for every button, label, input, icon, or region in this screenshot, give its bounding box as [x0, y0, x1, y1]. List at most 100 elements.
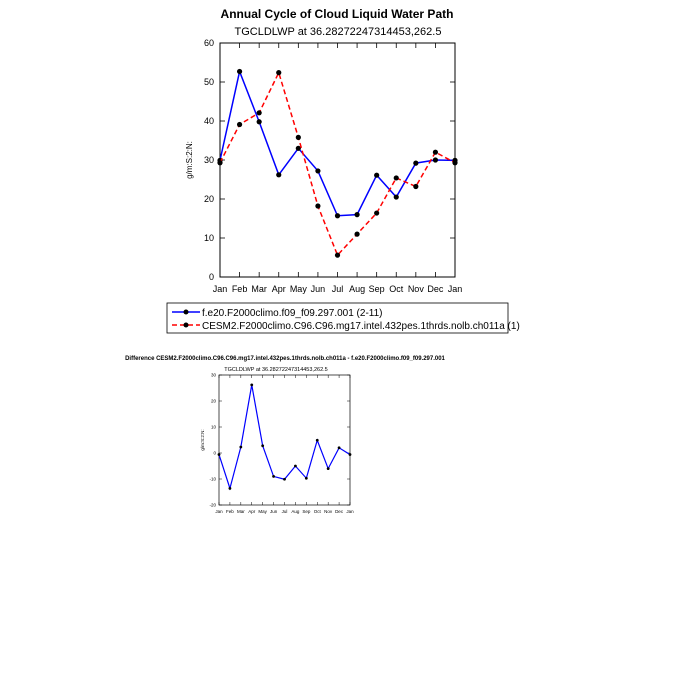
main-series-line-1 [219, 68, 456, 217]
main-series-2-point [315, 203, 321, 209]
main-x-tick-label: Oct [389, 284, 404, 294]
main-series-1-point [413, 160, 419, 166]
difference-series-1-point [239, 445, 243, 449]
difference-y-tick-label: 0 [213, 451, 216, 456]
main-series-1-point [432, 157, 439, 163]
difference-series-1-point [304, 476, 308, 480]
difference-x-tick-label: Sep [302, 509, 311, 514]
difference-y-axis-label: g/m:S:2:N: [200, 429, 205, 450]
main-y-axis-label: g/m:S:2:N: [185, 141, 194, 179]
difference-x-tick-label: Jun [270, 509, 278, 514]
difference-series-1-point [294, 464, 297, 468]
main-series-2-point [452, 160, 458, 166]
difference-series-1-point [250, 383, 254, 387]
difference-y-tick-label: 20 [211, 399, 217, 404]
legend-box [166, 302, 509, 334]
difference-y-tick-label: -20 [209, 503, 216, 508]
difference-series-1-point [315, 438, 319, 442]
difference-x-tick-label: Feb [226, 509, 234, 514]
difference-x-tick-label: Apr [248, 509, 256, 514]
main-series-group [217, 68, 458, 258]
main-chart-title: Annual Cycle of Cloud Liquid Water Path [221, 7, 454, 21]
main-x-tick-label: May [290, 284, 308, 294]
main-series-2-point [393, 175, 399, 181]
difference-series-1-point [272, 475, 275, 478]
main-y-tick-label: 0 [209, 272, 214, 282]
difference-series-1-point [337, 446, 341, 450]
main-series-2-point [256, 110, 262, 116]
main-y-tick-label: 10 [204, 233, 214, 243]
main-series-1-point [393, 194, 399, 200]
main-series-1-point [334, 213, 341, 219]
main-x-tick-label: Dec [427, 284, 444, 294]
main-y-tick-label: 20 [204, 194, 214, 204]
difference-x-tick-label: Aug [291, 509, 300, 514]
main-x-tick-label: Aug [349, 284, 365, 294]
main-series-2-point [295, 134, 301, 140]
difference-series-1-point [348, 453, 352, 456]
main-series-2-point [354, 231, 360, 237]
main-x-tick-label: Sep [369, 284, 385, 294]
difference-x-tick-label: Nov [324, 509, 333, 514]
difference-y-tick-label: 30 [211, 373, 217, 378]
main-series-1-point [256, 119, 262, 125]
main-x-tick-label: Jan [213, 284, 228, 294]
main-y-ticks: 0 10 20 30 40 50 60 [204, 38, 455, 282]
main-x-tick-label: Jan [448, 284, 463, 294]
difference-y-tick-label: -10 [209, 477, 216, 482]
difference-series-group [217, 383, 352, 491]
main-series-1-point [295, 145, 301, 151]
legend-marker-2 [183, 322, 189, 328]
main-series-1-point [315, 168, 321, 174]
difference-chart-subtitle: TGCLDLWP at 36.28272247314453,262.5 [224, 367, 327, 373]
difference-series-1-point [217, 453, 221, 456]
main-x-ticks: Jan Feb Mar Apr May Jun Jul Aug Sep Oct Nov Dec Jan [213, 43, 463, 294]
difference-x-tick-label: Jan [346, 509, 354, 514]
main-series-2-point [334, 252, 341, 258]
main-series-2-point [432, 149, 439, 155]
main-y-tick-label: 30 [204, 155, 214, 165]
difference-x-tick-label: Mar [237, 509, 245, 514]
legend-label-1: f.e20.F2000climo.f09_f09.297.001 (2-11) [202, 308, 383, 319]
main-chart: Annual Cycle of Cloud Liquid Water Path … [166, 7, 520, 334]
main-series-2-point [217, 160, 223, 166]
main-series-2-point [413, 183, 419, 190]
main-chart-subtitle: TGCLDLWP at 36.28272247314453,262.5 [235, 26, 442, 38]
main-series-1-point [276, 172, 282, 178]
main-series-line-2 [219, 70, 456, 257]
main-x-tick-label: Jul [332, 284, 344, 294]
difference-plot-frame [218, 374, 351, 506]
difference-x-tick-label: Dec [335, 509, 344, 514]
difference-y-ticks: -20 -10 0 10 20 30 [209, 373, 350, 508]
difference-x-tick-label: Jul [282, 509, 288, 514]
main-x-tick-label: Jun [311, 284, 326, 294]
difference-chart: Difference CESM2.F2000climo.C96.C96.mg17… [125, 356, 445, 514]
main-series-2-point [236, 121, 243, 128]
main-y-tick-label: 40 [204, 116, 214, 126]
difference-x-ticks: Jan Feb Mar Apr May Jun Jul Aug Sep Oct Nov Dec Jan [215, 375, 354, 514]
difference-series-1-point [283, 477, 286, 481]
difference-chart-title: Difference CESM2.F2000climo.C96.C96.mg17… [125, 356, 445, 362]
main-x-tick-label: Nov [408, 284, 425, 294]
main-x-tick-label: Mar [251, 284, 267, 294]
main-x-tick-label: Feb [232, 284, 248, 294]
main-series-2-point [276, 70, 282, 76]
main-x-tick-label: Apr [272, 284, 286, 294]
main-series-1-point [236, 68, 243, 75]
difference-series-1-point [228, 486, 232, 490]
difference-y-tick-label: 10 [211, 425, 217, 430]
difference-series-line-1 [218, 384, 351, 491]
difference-series-1-point [261, 444, 265, 448]
main-y-tick-label: 60 [204, 38, 214, 48]
difference-x-tick-label: Oct [314, 509, 322, 514]
legend-label-2: CESM2.F2000climo.C96.C96.mg17.intel.432p… [202, 321, 520, 332]
main-series-2-point [374, 210, 380, 216]
legend-marker-1 [183, 309, 189, 315]
main-series-1-point [354, 212, 360, 218]
main-series-1-point [374, 172, 380, 178]
difference-series-1-point [326, 467, 330, 470]
main-y-tick-label: 50 [204, 77, 214, 87]
difference-x-tick-label: May [258, 509, 267, 514]
main-plot-frame [219, 42, 456, 278]
